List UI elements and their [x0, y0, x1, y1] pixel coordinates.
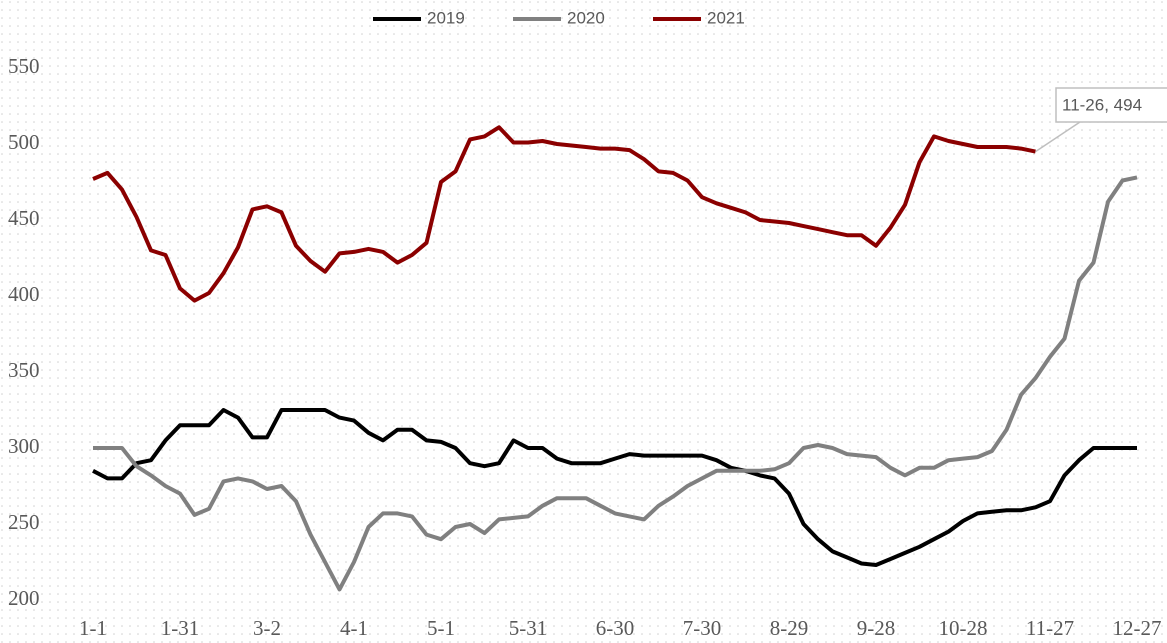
x-tick-label: 4-1 — [340, 616, 368, 640]
legend-label: 2021 — [707, 8, 745, 27]
x-tick-label: 10-28 — [939, 616, 988, 640]
x-tick-label: 8-29 — [770, 616, 809, 640]
series-line — [92, 408, 1137, 567]
x-tick-label: 12-27 — [1113, 616, 1162, 640]
annotation-box — [1055, 87, 1167, 123]
y-tick-label: 350 — [8, 358, 40, 382]
y-tick-label: 400 — [8, 282, 40, 306]
series-line — [93, 175, 1138, 592]
y-tick-label: 450 — [8, 206, 40, 230]
legend: 2019 2020 2021 — [373, 8, 745, 27]
y-tick-label: 550 — [8, 54, 40, 78]
y-tick-label: 300 — [8, 434, 40, 458]
annotation-leader — [1035, 121, 1081, 153]
x-tick-label: 9-28 — [857, 616, 896, 640]
x-tick-label: 1-31 — [161, 616, 200, 640]
x-tick-label: 7-30 — [683, 616, 722, 640]
legend-label: 2019 — [427, 8, 465, 27]
y-tick-label: 500 — [8, 130, 40, 154]
x-tick-label: 3-2 — [253, 616, 281, 640]
x-tick-label: 5-1 — [427, 616, 455, 640]
legend-label: 2020 — [567, 8, 605, 27]
x-tick-label: 6-30 — [596, 616, 635, 640]
x-tick-label: 11-27 — [1026, 616, 1074, 640]
y-tick-label: 250 — [8, 510, 40, 534]
y-tick-label: 200 — [8, 586, 40, 610]
annotation-text: 11-26, 494 — [1062, 95, 1142, 114]
x-tick-label: 5-31 — [509, 616, 548, 640]
x-tick-label: 1-1 — [79, 616, 107, 640]
series-line — [92, 125, 1036, 303]
